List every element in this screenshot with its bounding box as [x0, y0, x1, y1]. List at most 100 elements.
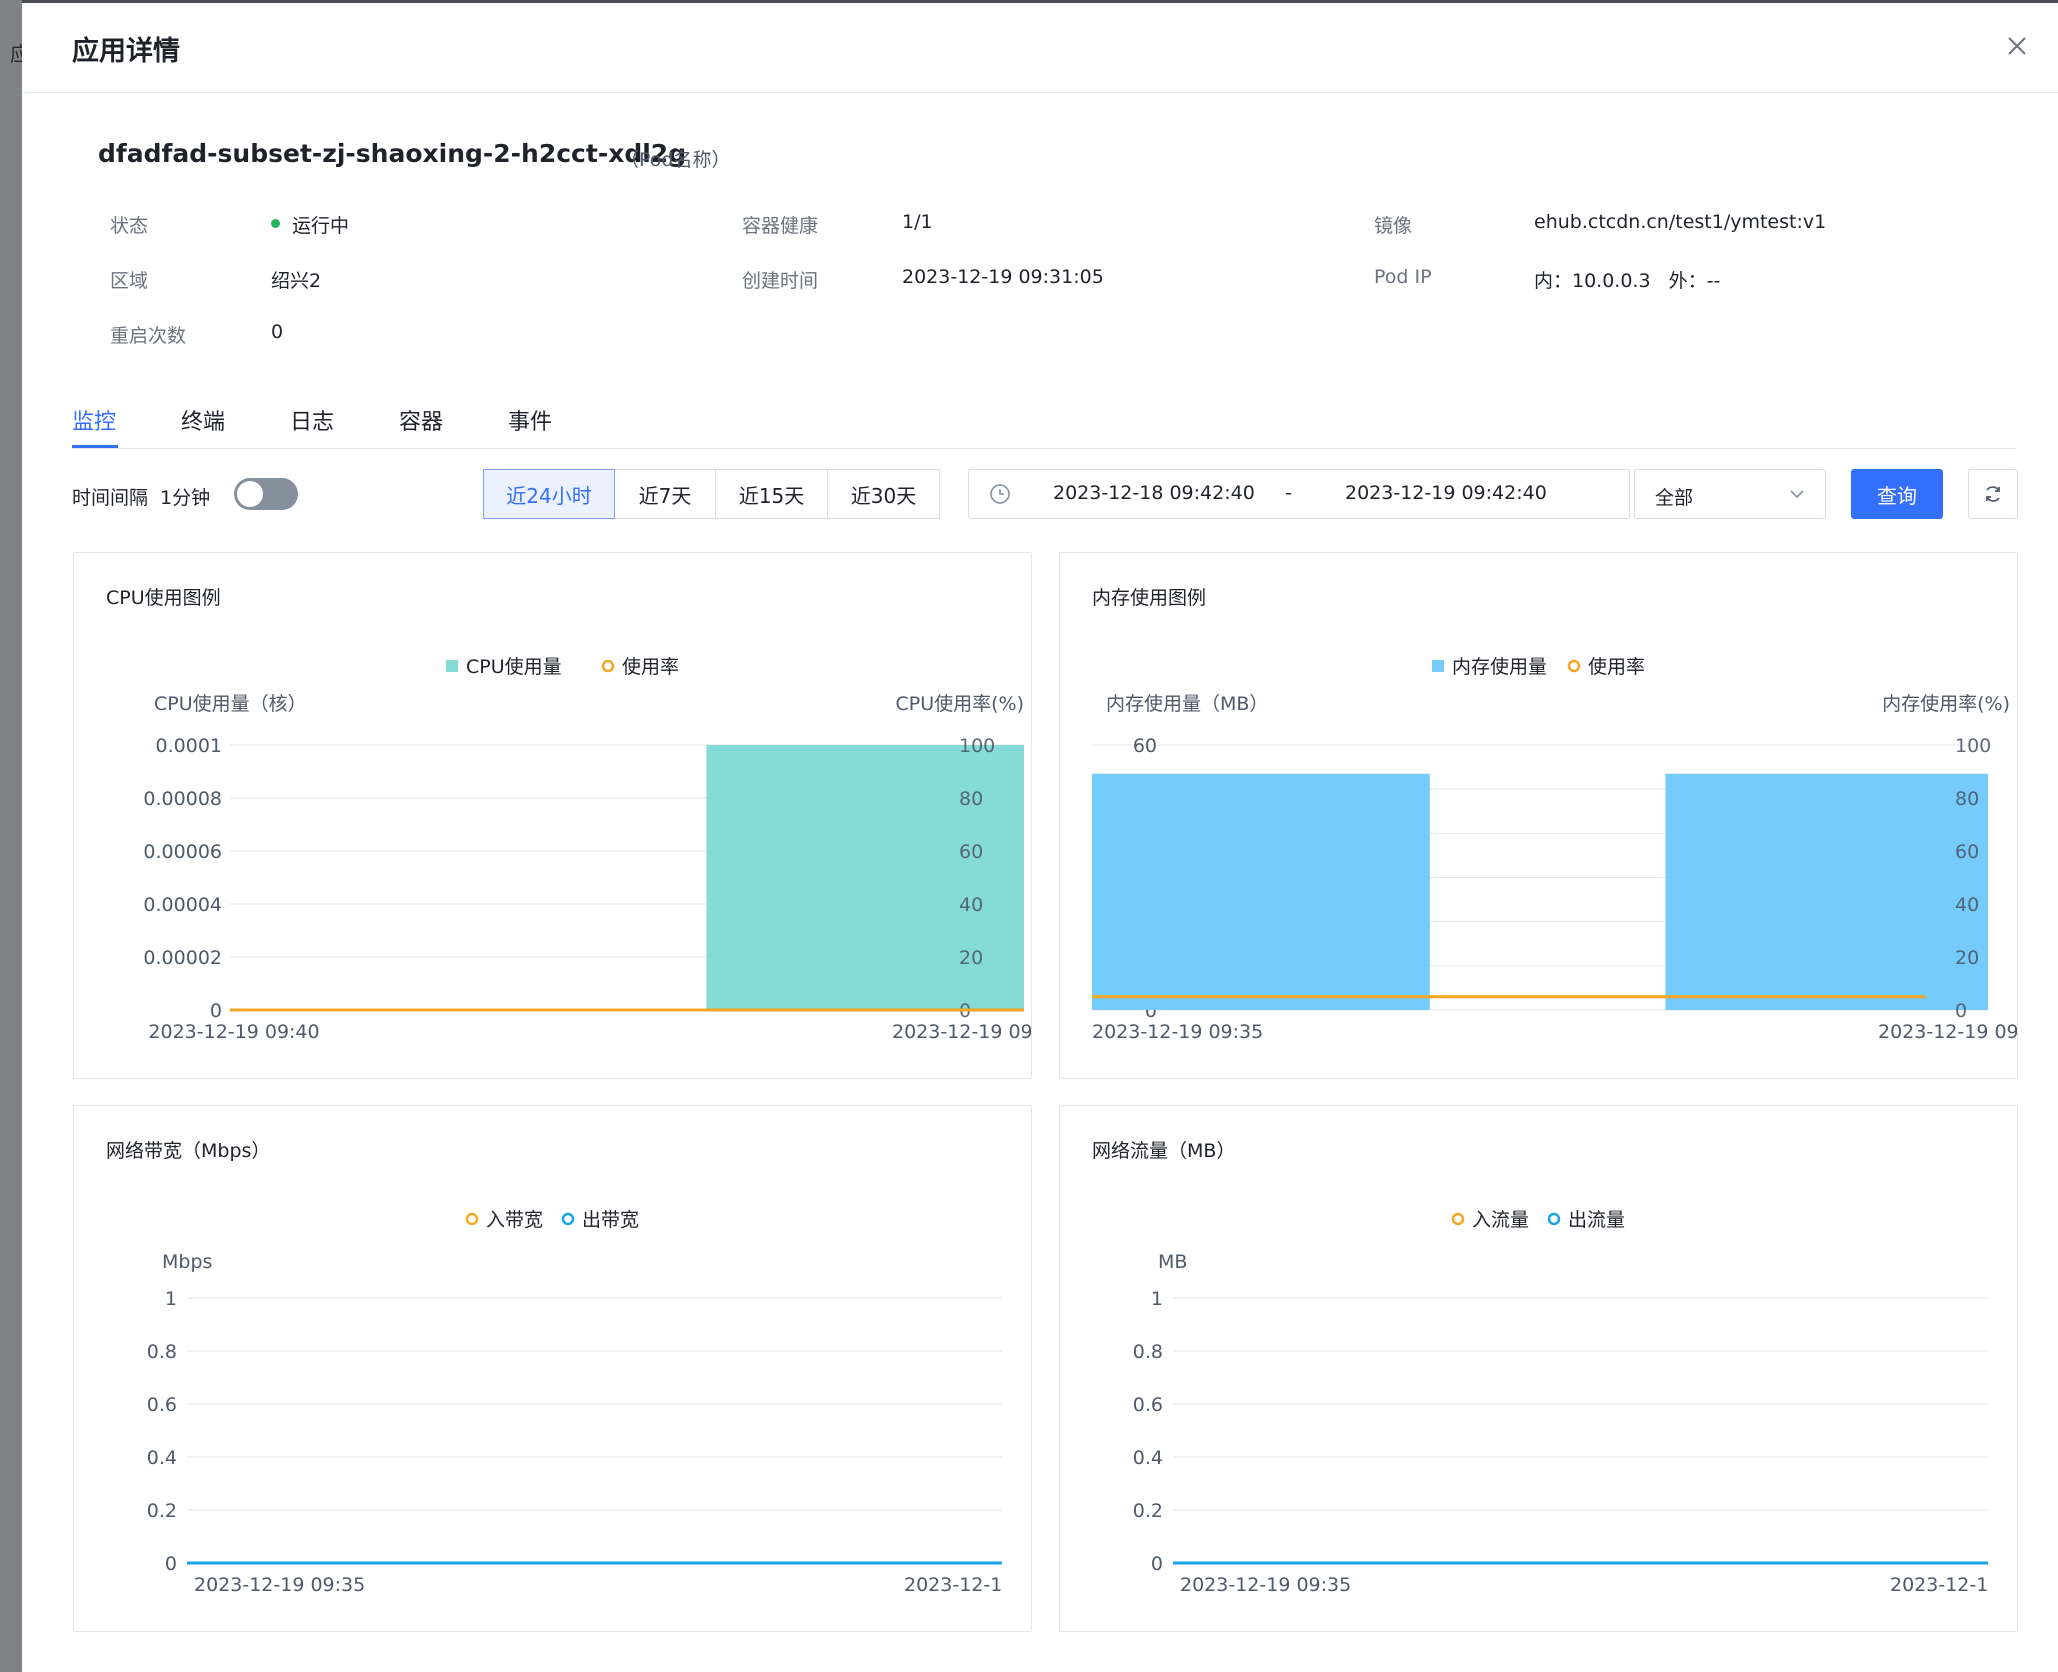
mem-y2-tick: 100 [1955, 735, 1991, 757]
mem-usage-bar [1665, 773, 1988, 1010]
bandwidth-chart: 入带宽 出带宽 Mbps 0 0.2 0.4 0.6 0.8 1 2023-12-19 09:35… [147, 1209, 1003, 1596]
range-24h-button[interactable]: 近24小时 [483, 469, 615, 519]
cpu-usage-bar [706, 745, 1024, 1010]
start-time-input[interactable]: 2023-12-18 09:42:40 [1053, 482, 1255, 504]
mem-left-axis-label: 内存使用量（MB） [1106, 693, 1268, 715]
mem-y2-tick: 80 [1955, 788, 1979, 810]
traffic-x-tick-start: 2023-12-19 09:35 [1180, 1574, 1351, 1596]
restart-value: 0 [271, 321, 284, 343]
status-dot-icon [271, 219, 280, 228]
tab-bar: 监控 终端 日志 容器 事件 [72, 400, 2016, 449]
pod-name: dfadfad-subset-zj-shaoxing-2-h2cct-xdl2g [98, 139, 687, 168]
cpu-y2-tick: 60 [959, 841, 983, 863]
region-value: 绍兴2 [271, 270, 322, 292]
pod-ip-label: Pod IP [1374, 266, 1432, 288]
date-range-picker[interactable]: 2023-12-18 09:42:40 - 2023-12-19 09:42:4… [968, 469, 1630, 519]
health-label: 容器健康 [742, 215, 819, 237]
mem-y2-tick: 40 [1955, 894, 1979, 916]
cpu-y2-tick: 20 [959, 947, 983, 969]
bandwidth-legend-in-marker [465, 1212, 479, 1226]
close-button[interactable] [2004, 33, 2030, 59]
bandwidth-y-tick: 0.2 [147, 1500, 177, 1522]
created-value: 2023-12-19 09:31:05 [902, 266, 1104, 288]
mem-y2-tick: 20 [1955, 947, 1979, 969]
bandwidth-y-tick: 0.4 [147, 1447, 177, 1469]
mem-y2-tick: 0 [1955, 1000, 1967, 1022]
mem-legend-rate-marker [1567, 659, 1581, 673]
mem-x-tick-start: 2023-12-19 09:35 [1092, 1021, 1263, 1043]
mem-legend-usage-label: 内存使用量 [1452, 656, 1547, 678]
created-label: 创建时间 [742, 270, 819, 292]
cpu-left-axis-label: CPU使用量（核） [154, 693, 307, 715]
tab-events[interactable]: 事件 [508, 410, 553, 435]
traffic-x-tick-end: 2023-12-1 [1890, 1574, 1988, 1596]
cpu-y-tick: 0.00006 [143, 841, 222, 863]
restart-label: 重启次数 [110, 325, 187, 347]
cpu-x-tick-end: 2023-12-19 09:4 [892, 1021, 1031, 1043]
tab-logs[interactable]: 日志 [290, 410, 335, 435]
active-tab-indicator [72, 445, 118, 448]
traffic-legend-in-marker [1451, 1212, 1465, 1226]
traffic-legend-out-marker [1547, 1212, 1561, 1226]
bandwidth-legend-in-label: 入带宽 [486, 1209, 543, 1231]
app-detail-modal: 应用详情 dfadfad-subset-zj-shaoxing-2-h2cct-… [22, 3, 2058, 1672]
cpu-right-axis-label: CPU使用率(%) [895, 693, 1024, 715]
bandwidth-left-axis-label: Mbps [162, 1251, 212, 1273]
cpu-y-tick: 0.0001 [156, 735, 222, 757]
bandwidth-chart-card: 网络带宽（Mbps） 入带宽 出带宽 Mbps 0 0.2 0.4 0.6 0.8 1 2023-… [73, 1105, 1032, 1632]
bandwidth-y-tick: 0 [165, 1553, 177, 1575]
query-button[interactable]: 查询 [1851, 469, 1943, 519]
bandwidth-legend-out-marker [561, 1212, 575, 1226]
traffic-chart: 入流量 出流量 MB 0 0.2 0.4 0.6 0.8 1 2023-12-19 09:35 20… [1133, 1209, 1989, 1596]
tab-terminal[interactable]: 终端 [181, 410, 226, 435]
cpu-chart: CPU使用量 使用率 CPU使用量（核） CPU使用率(%) 0 0.00002 0.000… [143, 656, 1031, 1043]
traffic-legend-out-label: 出流量 [1568, 1209, 1625, 1231]
refresh-button[interactable] [1968, 469, 2018, 519]
cpu-y-tick: 0.00004 [143, 894, 222, 916]
traffic-y-tick: 0.2 [1133, 1500, 1163, 1522]
bandwidth-chart-title: 网络带宽（Mbps） [106, 1140, 271, 1162]
cpu-y-tick: 0.00008 [143, 788, 222, 810]
cpu-legend-usage-marker [446, 660, 458, 672]
traffic-chart-card: 网络流量（MB） 入流量 出流量 MB 0 0.2 0.4 0.6 0.8 1 2023-12-1… [1059, 1105, 2018, 1632]
cpu-y2-tick: 100 [959, 735, 995, 757]
bandwidth-x-tick-start: 2023-12-19 09:35 [194, 1574, 365, 1596]
interval-toggle[interactable] [234, 478, 298, 510]
range-30d-button[interactable]: 近30天 [827, 469, 940, 519]
interval-label: 时间间隔 [72, 487, 149, 509]
traffic-legend-in-label: 入流量 [1472, 1209, 1529, 1231]
range-15d-button[interactable]: 近15天 [715, 469, 828, 519]
mem-x-tick-end: 2023-12-19 09:4 [1878, 1021, 2017, 1043]
background-page: 应 [0, 0, 30, 1672]
pod-ip-value: 内：10.0.0.3 外：-- [1534, 270, 1721, 292]
close-icon [2008, 37, 2026, 55]
modal-title: 应用详情 [72, 36, 180, 67]
tab-monitor[interactable]: 监控 [72, 410, 117, 435]
cpu-y2-tick: 80 [959, 788, 983, 810]
scope-select-value: 全部 [1655, 487, 1694, 509]
clock-icon [990, 484, 1010, 504]
end-time-input[interactable]: 2023-12-19 09:42:40 [1345, 482, 1547, 504]
traffic-y-tick: 0.4 [1133, 1447, 1163, 1469]
traffic-chart-title: 网络流量（MB） [1092, 1140, 1236, 1162]
traffic-left-axis-label: MB [1158, 1251, 1187, 1273]
memory-chart: 内存使用量使用率内存使用量（MB）内存使用率(%)010203040506002… [1092, 656, 2017, 1043]
bandwidth-y-tick: 1 [165, 1288, 177, 1310]
tab-containers[interactable]: 容器 [399, 410, 444, 435]
cpu-chart-title: CPU使用图例 [106, 587, 221, 609]
mem-legend-rate-label: 使用率 [1588, 656, 1645, 678]
mem-y-tick: 60 [1133, 735, 1157, 757]
pod-name-hint: （Pod名称） [620, 149, 731, 171]
traffic-y-tick: 0 [1151, 1553, 1163, 1575]
modal-header: 应用详情 [22, 3, 2058, 93]
bandwidth-y-tick: 0.6 [147, 1394, 177, 1416]
cpu-legend-rate-label: 使用率 [622, 656, 679, 678]
cpu-y-tick: 0 [210, 1000, 222, 1022]
date-separator: - [1285, 482, 1292, 504]
range-7d-button[interactable]: 近7天 [614, 469, 716, 519]
scope-select[interactable]: 全部 [1634, 469, 1826, 519]
region-label: 区域 [110, 270, 149, 292]
mem-legend-usage-marker [1432, 660, 1444, 672]
health-value: 1/1 [902, 211, 933, 233]
image-value: ehub.ctcdn.cn/test1/ymtest:v1 [1534, 211, 1827, 233]
